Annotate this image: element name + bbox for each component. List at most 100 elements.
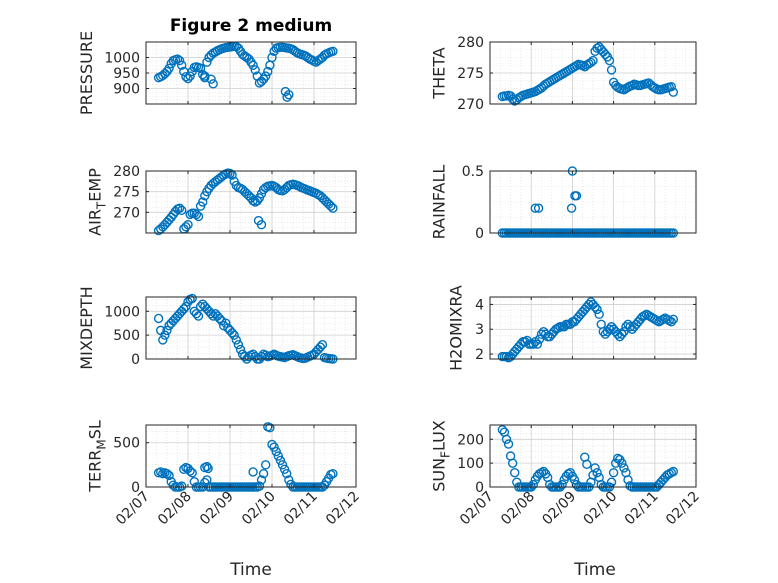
y-tick-label: 1000: [104, 51, 140, 67]
y-tick-label: 275: [457, 66, 484, 82]
y-axis-label: AIRTEMP: [86, 168, 109, 236]
data-point: [214, 313, 225, 324]
data-point: [181, 222, 191, 232]
axes-box: [489, 424, 697, 488]
data-point: [267, 439, 277, 450]
data-point: [164, 63, 174, 74]
data-point: [176, 60, 187, 70]
data-point: [510, 467, 520, 478]
data-point: [174, 203, 185, 213]
data-point: [497, 425, 508, 435]
x-tick-label: 02/08: [155, 489, 195, 529]
data-point: [248, 60, 258, 70]
x-tick-label: 02/10: [239, 489, 279, 529]
data-point: [666, 81, 676, 92]
y-tick-label: 950: [113, 66, 140, 82]
data-point: [202, 461, 212, 472]
data-point: [206, 74, 216, 84]
data-point: [235, 344, 246, 355]
x-tick-label: 02/11: [622, 489, 662, 529]
data-point: [202, 57, 212, 67]
y-axis-label: RAINFALL: [430, 165, 449, 240]
x-axis-label-right: Time: [573, 560, 616, 580]
data-point: [261, 71, 271, 81]
y-axis-label: THETA: [430, 47, 449, 99]
data-point: [208, 311, 218, 321]
y-tick-label: 0: [475, 226, 484, 242]
y-axis-label: SUNFLUX: [430, 420, 453, 492]
data-point: [625, 322, 635, 332]
data-point: [534, 334, 545, 344]
data-point: [185, 209, 195, 220]
data-point: [617, 329, 627, 339]
data-point: [501, 434, 512, 445]
data-point: [179, 464, 189, 474]
data-point: [594, 309, 604, 320]
subplot-4: 0 0.5 RAINFALL: [430, 164, 697, 242]
data-point: [172, 54, 183, 64]
data-point: [604, 324, 615, 334]
data-point: [263, 66, 273, 77]
data-point: [160, 330, 170, 340]
y-axis-label: MIXDEPTH: [77, 286, 96, 369]
data-point: [261, 460, 271, 470]
data-point: [536, 329, 547, 339]
data-point: [528, 339, 538, 349]
data-point: [326, 201, 336, 211]
y-tick-label: 500: [113, 436, 140, 452]
y-tick-label: 500: [113, 328, 140, 344]
axes-box: [145, 424, 357, 488]
subplot-6: 2 3 4 H2OMIXRA: [447, 285, 697, 371]
y-tick-label: 0.5: [462, 164, 484, 180]
data-point: [191, 209, 202, 220]
data-point: [153, 313, 164, 324]
data-point: [586, 57, 596, 68]
data-point: [557, 479, 567, 490]
x-tick-label: 02/12: [663, 489, 703, 529]
data-point: [179, 304, 189, 314]
data-point: [197, 197, 208, 207]
data-point: [315, 342, 325, 352]
data-point: [158, 335, 168, 345]
x-tick-label: 02/10: [581, 489, 621, 529]
data-point: [606, 477, 617, 487]
data-point: [619, 463, 629, 473]
data-point: [250, 65, 260, 75]
data-point: [193, 211, 204, 222]
data-point: [203, 463, 213, 474]
data-point: [328, 469, 338, 479]
x-tick-label: 02/09: [539, 489, 579, 529]
data-point: [668, 87, 679, 97]
data-point: [652, 315, 662, 326]
y-axis-label: H2OMIXRA: [447, 285, 466, 371]
data-point: [181, 72, 191, 82]
data-point: [284, 475, 294, 485]
data-point: [231, 335, 242, 345]
data-point: [530, 203, 541, 213]
data-point: [658, 314, 668, 325]
data-point: [229, 330, 239, 340]
y-tick-label: 275: [113, 185, 140, 201]
y-tick-label: 2: [475, 347, 484, 363]
x-axis-label-left: Time: [229, 560, 272, 580]
data-point: [606, 65, 617, 75]
data-point: [208, 79, 218, 89]
y-tick-label: 270: [113, 205, 140, 221]
y-axis-label: PRESSURE: [77, 31, 96, 115]
axes-box: [489, 296, 697, 360]
data-point: [185, 71, 195, 81]
data-point: [590, 463, 600, 473]
data-point: [176, 205, 187, 215]
data-point: [503, 439, 514, 449]
data-point: [608, 467, 619, 478]
data-point: [507, 458, 518, 468]
data-point: [258, 469, 269, 479]
data-point: [668, 466, 679, 477]
data-point: [174, 55, 185, 66]
data-point: [598, 327, 608, 337]
axes-box: [145, 296, 357, 360]
data-point: [619, 327, 629, 337]
